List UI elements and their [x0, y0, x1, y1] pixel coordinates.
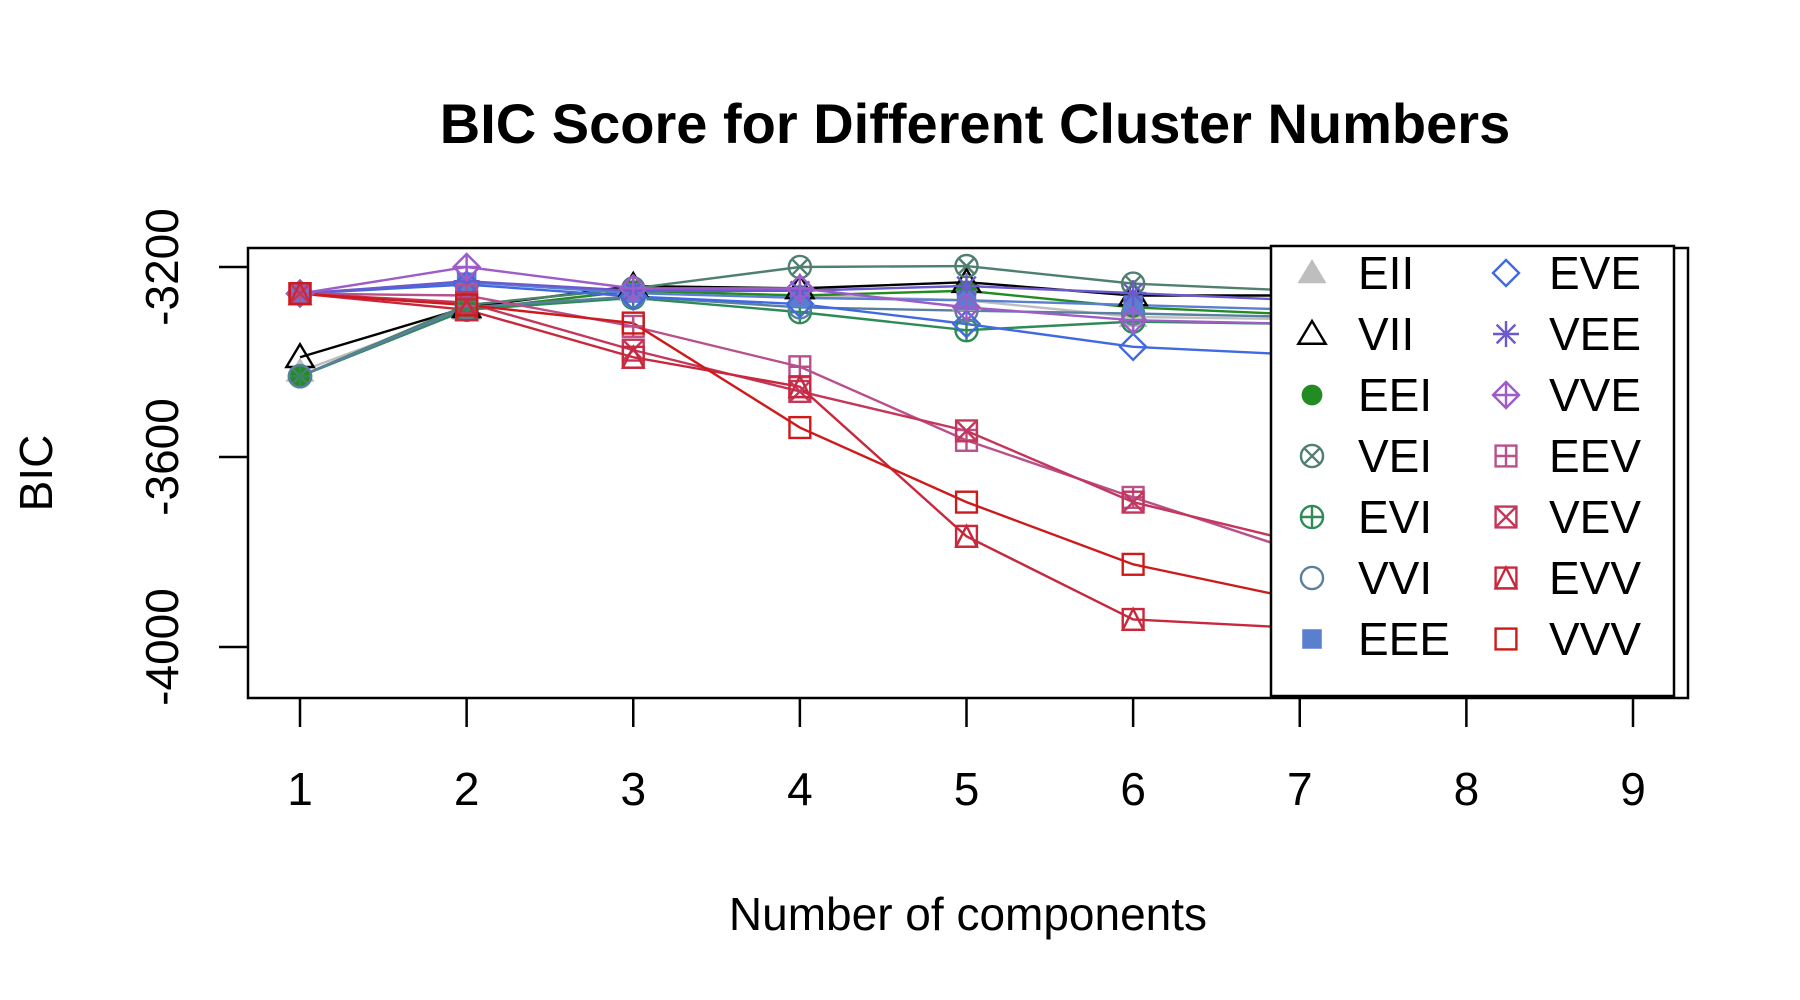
data-point-vvv — [288, 282, 312, 306]
data-point-vvv — [455, 293, 479, 317]
data-point-vee — [1120, 280, 1147, 307]
legend-marker-eii — [1297, 259, 1327, 284]
data-point-vvi — [287, 364, 313, 389]
legend-marker-eee — [1302, 629, 1322, 649]
legend-marker-vve — [1491, 380, 1521, 410]
data-point-evv — [620, 344, 646, 369]
data-point-vvv — [954, 490, 979, 514]
data-point-vev — [1121, 490, 1145, 514]
y-tick-label: -3600 — [136, 398, 188, 516]
chart-title: BIC Score for Different Cluster Numbers — [440, 92, 1510, 155]
x-tick-label: 7 — [1287, 763, 1313, 815]
data-point-vvv — [1121, 552, 1145, 576]
data-point-vve — [785, 273, 815, 304]
x-tick-label: 6 — [1120, 763, 1146, 815]
x-tick-label: 8 — [1454, 763, 1480, 815]
legend-label-eev: EEV — [1549, 430, 1641, 482]
x-tick-label: 9 — [1620, 763, 1646, 815]
x-tick-label: 5 — [954, 763, 980, 815]
legend-label-vii: VII — [1358, 308, 1414, 360]
legend-marker-eve — [1491, 258, 1521, 288]
x-tick-label: 2 — [454, 763, 480, 815]
legend-marker-vee — [1493, 321, 1519, 347]
legend-label-vvv: VVV — [1549, 613, 1641, 665]
axes: 1 2 3 4 5 6 7 8 9 -3200 -3600 -4000 — [136, 208, 1646, 815]
x-tick-label: 3 — [620, 763, 646, 815]
data-point-vve — [951, 292, 982, 323]
data-point-evv — [954, 523, 979, 548]
data-point-evv — [787, 373, 813, 399]
legend-label-eii: EII — [1358, 247, 1414, 299]
x-axis-label: Number of components — [729, 888, 1207, 940]
y-tick-label: -4000 — [136, 588, 188, 706]
legend-label-evv: EVV — [1549, 552, 1641, 604]
legend-marker-vvi — [1299, 565, 1325, 591]
data-point-vvv — [621, 311, 645, 335]
y-axis-label: BIC — [10, 435, 62, 512]
legend-marker-eev — [1494, 444, 1518, 468]
data-point-vve — [451, 252, 482, 282]
legend-marker-eei — [1301, 384, 1323, 406]
legend-label-vev: VEV — [1549, 491, 1641, 543]
legend-label-vve: VVE — [1549, 369, 1641, 421]
x-tick-label: 1 — [287, 763, 313, 815]
legend-label-eve: EVE — [1549, 247, 1641, 299]
legend-marker-vvv — [1494, 627, 1518, 651]
legend-marker-evv — [1493, 564, 1519, 590]
legend-box — [1269, 244, 1676, 698]
data-point-vve — [1118, 305, 1148, 335]
data-point-eve — [1118, 332, 1148, 362]
legend-marker-vev — [1494, 505, 1518, 529]
legend-label-vvi: VVI — [1358, 552, 1432, 604]
data-point-vve — [618, 273, 648, 304]
x-tick-label: 4 — [787, 763, 813, 815]
plot-frame — [246, 246, 1690, 700]
data-point-evv — [1120, 606, 1146, 632]
data-point-vvv — [788, 415, 812, 440]
legend-marker-vii — [1296, 318, 1328, 345]
data-point-vev — [954, 419, 979, 443]
data-point-eve — [951, 309, 982, 339]
legend-label-evi: EVI — [1358, 491, 1432, 543]
legend-label-eei: EEI — [1358, 369, 1432, 421]
legend-label-vee: VEE — [1549, 308, 1641, 360]
y-tick-label: -3200 — [136, 208, 188, 326]
legend-label-vei: VEI — [1358, 430, 1432, 482]
legend: EII VII EEI VEI EVI VVI EEE EVE VEE VVE EEV VEV EVV V… — [1269, 244, 1676, 698]
legend-label-eee: EEE — [1358, 613, 1450, 665]
legend-marker-evi — [1299, 504, 1325, 530]
legend-marker-vei — [1299, 443, 1325, 469]
